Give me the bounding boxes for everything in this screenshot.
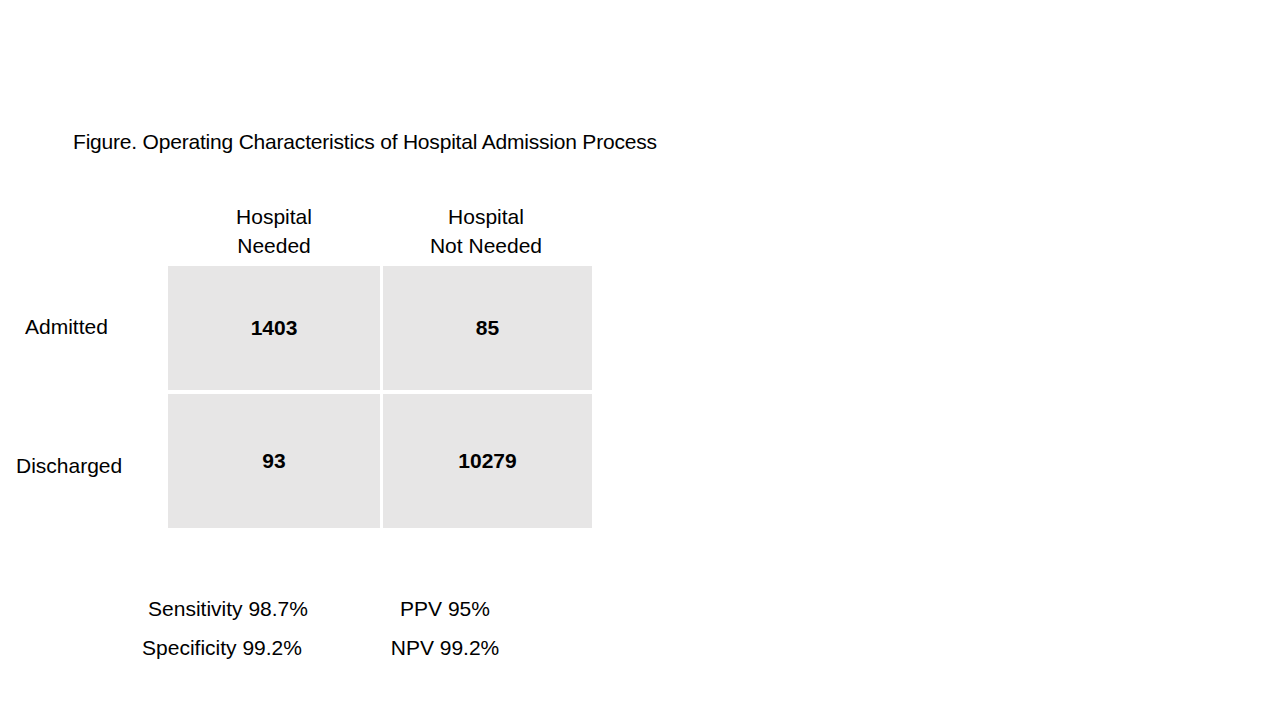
- column-header-hospital-needed: Hospital Needed: [168, 202, 380, 260]
- stat-sensitivity: Sensitivity 98.7%: [118, 597, 338, 621]
- column-header-hospital-not-needed: Hospital Not Needed: [380, 202, 592, 260]
- stat-npv: NPV 99.2%: [335, 636, 555, 660]
- column-header-line-2: Needed: [168, 231, 380, 260]
- matrix-cell-value: 85: [476, 316, 499, 340]
- row-label-discharged: Discharged: [16, 454, 122, 478]
- matrix-cell-discharged-hospital-needed: 93: [168, 394, 380, 528]
- matrix-cell-value: 10279: [458, 449, 516, 473]
- column-header-line-1: Hospital: [168, 202, 380, 231]
- matrix-cell-discharged-hospital-not-needed: 10279: [383, 394, 592, 528]
- stat-ppv: PPV 95%: [335, 597, 555, 621]
- matrix-cell-admitted-hospital-needed: 1403: [168, 266, 380, 390]
- matrix-cell-value: 93: [262, 449, 285, 473]
- figure-canvas: Figure. Operating Characteristics of Hos…: [0, 0, 1280, 720]
- figure-title: Figure. Operating Characteristics of Hos…: [73, 130, 657, 154]
- matrix-cell-value: 1403: [251, 316, 298, 340]
- column-header-line-2: Not Needed: [380, 231, 592, 260]
- row-label-admitted: Admitted: [25, 315, 108, 339]
- matrix-cell-admitted-hospital-not-needed: 85: [383, 266, 592, 390]
- column-header-line-1: Hospital: [380, 202, 592, 231]
- stat-specificity: Specificity 99.2%: [112, 636, 332, 660]
